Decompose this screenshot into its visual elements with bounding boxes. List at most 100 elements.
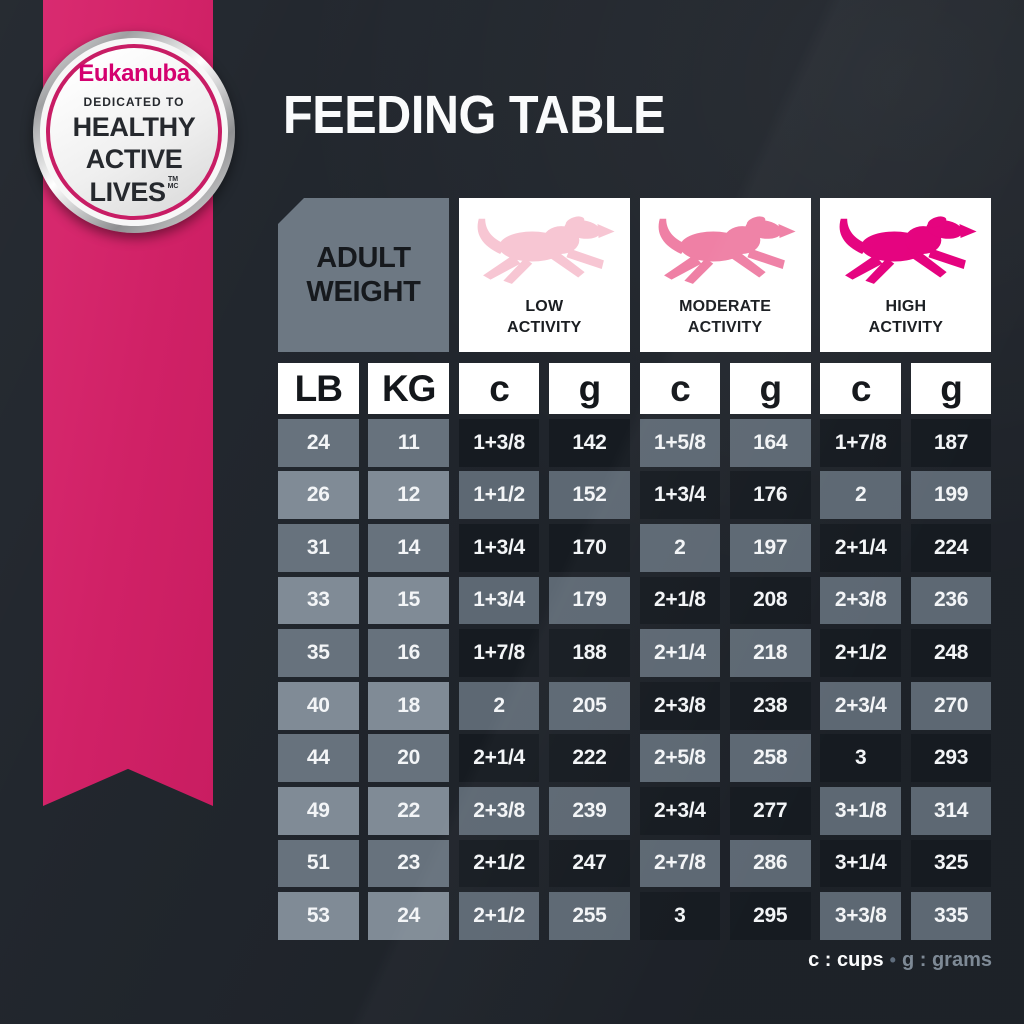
legend-grams: g : grams [901,948,992,971]
badge-slogan-lives: LIVES [89,176,166,207]
tm-text: TM [167,175,179,183]
units-header-row: LB KG c g c g c g [278,363,992,414]
legend-cups: c : cups [808,948,884,971]
cell-high-cups: 3+1/8 [820,786,901,835]
cell-low-grams: 222 [549,734,630,783]
cell-high-cups: 2+3/4 [820,681,901,730]
cell-kg: 20 [368,734,449,783]
cell-high-cups: 2+1/4 [820,523,901,572]
cell-lb: 51 [278,839,359,888]
cell-low-cups: 2+1/2 [458,839,540,888]
table-row: 24 11 1+3/8 142 1+5/8 164 1+7/8 187 [278,418,992,467]
cell-moderate-cups: 2+3/4 [639,786,721,835]
cell-lb: 26 [278,471,359,520]
activity-low-line2: ACTIVITY [507,319,582,337]
table-row: 44 20 2+1/4 222 2+5/8 258 3 293 [278,734,992,783]
cell-high-cups: 3 [820,734,901,783]
adult-weight-header: ADULT WEIGHT [278,198,449,352]
unit-header-lb: LB [278,363,359,414]
cell-high-grams: 325 [910,839,992,888]
cell-lb: 44 [278,734,359,783]
cell-lb: 31 [278,523,359,572]
cell-high-cups: 3+3/8 [820,892,901,940]
cell-low-cups: 2 [458,681,540,730]
cell-low-cups: 1+3/4 [458,523,540,572]
unit-header-moderate-cups: c [639,363,721,414]
table-rows: 24 11 1+3/8 142 1+5/8 164 1+7/8 187 26 1… [278,418,992,940]
activity-high-line2: ACTIVITY [868,319,944,337]
cell-lb: 53 [278,892,359,940]
cell-moderate-cups: 2+3/8 [639,681,721,730]
cell-moderate-grams: 197 [729,523,811,572]
cell-low-grams: 205 [549,681,630,730]
table-row: 51 23 2+1/2 247 2+7/8 286 3+1/4 325 [278,839,992,888]
cell-high-grams: 335 [910,892,992,940]
activity-high-line1: HIGH [885,298,927,316]
cell-high-grams: 199 [910,471,992,520]
cell-high-cups: 2 [820,471,901,520]
cell-low-grams: 255 [549,892,630,940]
table-header-row: ADULT WEIGHT LOW ACTIVITY MODERATE ACTIV… [278,198,992,352]
running-dog-icon [469,208,619,285]
badge-dedicated-text: DEDICATED TO [83,95,185,110]
cell-moderate-grams: 286 [729,839,811,888]
units-legend: c : cups • g : grams [278,949,992,972]
cell-moderate-grams: 295 [729,892,811,940]
adult-weight-line2: WEIGHT [306,276,421,308]
table-row: 31 14 1+3/4 170 2 197 2+1/4 224 [278,523,992,572]
cell-moderate-grams: 208 [729,576,811,625]
cell-moderate-cups: 2+1/4 [639,629,721,677]
cell-low-grams: 179 [549,576,630,625]
activity-moderate-line2: ACTIVITY [687,319,763,337]
cell-low-grams: 188 [549,629,630,677]
cell-kg: 12 [368,471,449,520]
brand-badge: Eukanuba DEDICATED TO HEALTHY ACTIVE LIV… [33,31,235,233]
cell-high-grams: 236 [910,576,992,625]
cell-kg: 11 [368,418,449,467]
cell-low-cups: 2+1/4 [458,734,540,783]
cell-moderate-cups: 2 [639,523,721,572]
cell-kg: 16 [368,629,449,677]
running-dog-icon [831,208,981,285]
cell-low-cups: 1+3/4 [458,576,540,625]
cell-low-cups: 2+1/2 [458,892,540,940]
mc-text: MC [167,183,179,191]
unit-header-moderate-grams: g [729,363,811,414]
activity-label-high: HIGH ACTIVITY [869,297,944,339]
activity-label-low: LOW ACTIVITY [507,297,582,339]
cell-low-grams: 239 [549,786,630,835]
badge-slogan-line2: ACTIVE [85,144,183,175]
cell-high-grams: 293 [910,734,992,783]
badge-slogan-line1: HEALTHY [72,112,196,143]
cell-high-grams: 270 [910,681,992,730]
unit-header-high-cups: c [820,363,901,414]
unit-header-kg: KG [368,363,449,414]
cell-moderate-cups: 1+3/4 [639,471,721,520]
cell-kg: 22 [368,786,449,835]
cell-moderate-cups: 3 [639,892,721,940]
cell-moderate-cups: 2+7/8 [639,839,721,888]
cell-low-grams: 170 [549,523,630,572]
table-row: 35 16 1+7/8 188 2+1/4 218 2+1/2 248 [278,629,992,677]
running-dog-icon [650,208,800,285]
cell-low-grams: 152 [549,471,630,520]
cell-moderate-grams: 164 [729,418,811,467]
cell-moderate-cups: 2+1/8 [639,576,721,625]
activity-header-low: LOW ACTIVITY [458,198,630,352]
cell-high-grams: 187 [910,418,992,467]
cell-low-cups: 1+3/8 [458,418,540,467]
cell-low-grams: 247 [549,839,630,888]
table-row: 40 18 2 205 2+3/8 238 2+3/4 270 [278,681,992,730]
table-row: 53 24 2+1/2 255 3 295 3+3/8 335 [278,892,992,940]
cell-low-cups: 2+3/8 [458,786,540,835]
cell-high-cups: 2+3/8 [820,576,901,625]
legend-bullet-icon: • [889,949,896,970]
cell-lb: 24 [278,418,359,467]
cell-lb: 33 [278,576,359,625]
adult-weight-line1: ADULT [316,241,411,274]
cell-low-cups: 1+7/8 [458,629,540,677]
cell-high-grams: 224 [910,523,992,572]
cell-high-grams: 248 [910,629,992,677]
table-row: 49 22 2+3/8 239 2+3/4 277 3+1/8 314 [278,786,992,835]
unit-header-low-grams: g [549,363,630,414]
